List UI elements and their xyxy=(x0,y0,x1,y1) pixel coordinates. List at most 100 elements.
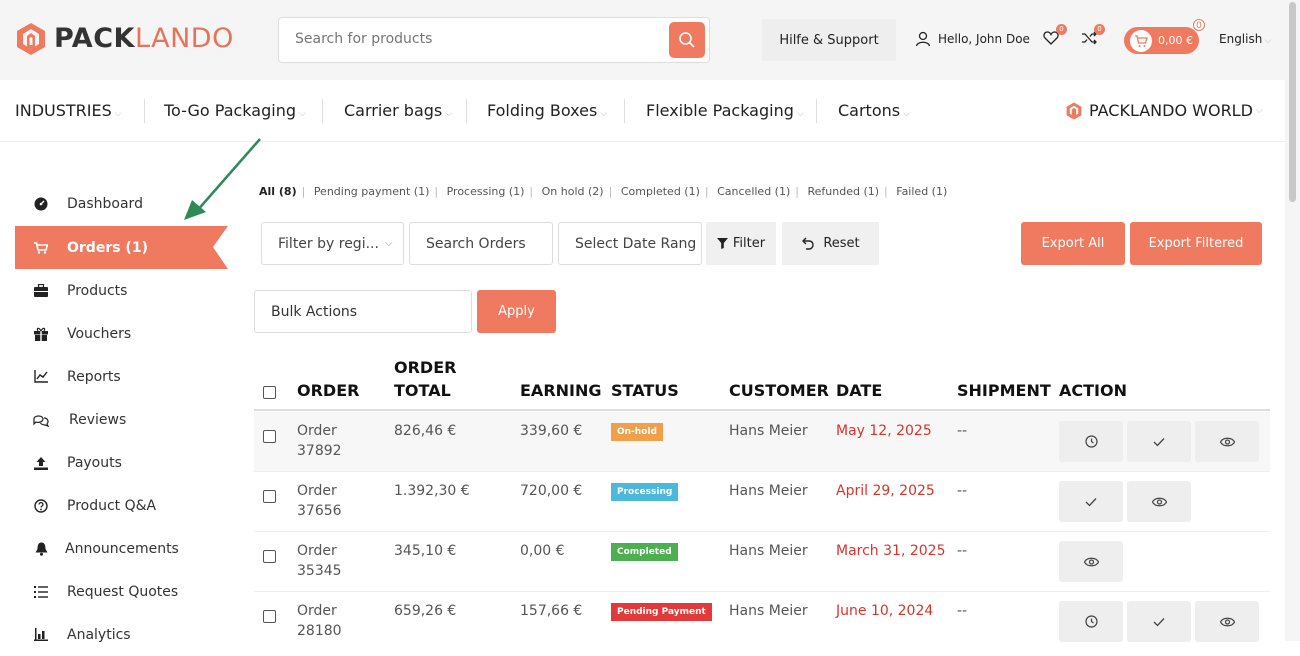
status-filter-refunded[interactable]: Refunded (1) xyxy=(807,185,880,198)
sidebar-item-payouts[interactable]: Payouts xyxy=(15,441,228,484)
view-action-button[interactable] xyxy=(1195,421,1259,462)
language-selector[interactable]: English ⌵ xyxy=(1219,32,1272,46)
status-filter-completed[interactable]: Completed (1) xyxy=(620,185,700,198)
row-checkbox[interactable] xyxy=(263,490,276,503)
logo-mark-icon xyxy=(17,23,45,55)
status-filter-pending[interactable]: Pending payment (1) xyxy=(313,185,430,198)
search-icon xyxy=(679,32,695,48)
order-customer: Hans Meier xyxy=(729,483,808,499)
dashboard-icon xyxy=(33,196,49,212)
status-badge: Processing xyxy=(611,483,679,501)
chevron-down-icon: ⌵ xyxy=(796,109,804,119)
order-shipment: -- xyxy=(957,603,968,619)
order-number[interactable]: Order 28180 xyxy=(297,603,342,639)
cart-button[interactable]: 0,00 € 0 xyxy=(1124,19,1205,54)
sidebar-item-products[interactable]: Products xyxy=(15,269,228,312)
status-filter-failed[interactable]: Failed (1) xyxy=(896,185,948,198)
view-action-button[interactable] xyxy=(1127,481,1191,522)
status-filter-processing[interactable]: Processing (1) xyxy=(446,185,525,198)
shuffle-icon xyxy=(1082,31,1097,45)
table-row: Order 28180 659,26 € 157,66 € Pending Pay… xyxy=(254,592,1270,642)
list-icon xyxy=(33,584,49,600)
complete-action-button[interactable] xyxy=(1059,481,1123,522)
order-shipment: -- xyxy=(957,423,968,439)
search-input[interactable] xyxy=(295,31,655,47)
status-filter-all[interactable]: All (8) xyxy=(259,185,297,198)
sidebar-item-orders[interactable]: Orders (1) xyxy=(15,226,228,269)
order-number[interactable]: Order 37656 xyxy=(297,483,342,519)
nav-carrier-bags[interactable]: Carrier bags ⌵ xyxy=(344,101,453,120)
wishlist-button[interactable]: 0 xyxy=(1043,24,1067,50)
search-orders-input[interactable]: Search Orders xyxy=(409,222,553,265)
region-filter-select[interactable]: Filter by regi... ⌵ xyxy=(261,222,404,265)
sidebar-item-label: Reviews xyxy=(69,411,127,428)
sidebar-item-dashboard[interactable]: Dashboard xyxy=(15,182,228,225)
table-row: Order 35345 345,10 € 0,00 € Completed Han… xyxy=(254,532,1270,592)
view-action-button[interactable] xyxy=(1195,601,1259,642)
col-header-action: ACTION xyxy=(1059,381,1127,400)
page-scrollbar[interactable] xyxy=(1285,0,1300,641)
bulk-actions-label: Bulk Actions xyxy=(271,303,358,320)
status-filter-on-hold[interactable]: On hold (2) xyxy=(541,185,604,198)
search-button[interactable] xyxy=(669,22,705,58)
date-range-placeholder: Select Date Rang xyxy=(575,235,697,252)
col-header-order-total-line1: ORDER xyxy=(394,358,457,377)
nav-industries[interactable]: INDUSTRIES ⌵ xyxy=(15,101,122,120)
user-account-link[interactable]: Hello, John Doe xyxy=(915,31,1030,47)
order-date: May 12, 2025 xyxy=(836,423,932,439)
logo[interactable]: PACKLANDO xyxy=(16,22,234,56)
status-filter-cancelled[interactable]: Cancelled (1) xyxy=(717,185,791,198)
undo-icon xyxy=(802,237,815,250)
cart-total: 0,00 € xyxy=(1158,34,1193,47)
clock-icon xyxy=(1084,435,1098,448)
nav-cartons[interactable]: Cartons ⌵ xyxy=(838,101,910,120)
view-action-button[interactable] xyxy=(1059,541,1123,582)
chevron-down-icon: ⌵ xyxy=(299,109,306,119)
sidebar-item-announcements[interactable]: Announcements xyxy=(15,527,228,570)
col-header-customer: CUSTOMER xyxy=(729,381,829,400)
gift-icon xyxy=(33,326,49,342)
row-checkbox[interactable] xyxy=(263,550,276,563)
on-hold-action-button[interactable] xyxy=(1059,421,1123,462)
complete-action-button[interactable] xyxy=(1127,601,1191,642)
sidebar-item-request-quotes[interactable]: Request Quotes xyxy=(15,570,228,613)
line-chart-icon xyxy=(33,369,49,385)
sidebar-item-reviews[interactable]: Reviews xyxy=(15,398,228,441)
product-search xyxy=(278,17,710,63)
nav-flexible-packaging[interactable]: Flexible Packaging ⌵ xyxy=(646,101,804,120)
sidebar-item-vouchers[interactable]: Vouchers xyxy=(15,312,228,355)
filter-button[interactable]: Filter xyxy=(706,222,776,265)
on-hold-action-button[interactable] xyxy=(1059,601,1123,642)
eye-icon xyxy=(1083,557,1099,566)
category-nav: INDUSTRIES ⌵ To-Go Packaging ⌵ Carrier bag… xyxy=(0,80,1285,142)
date-range-input[interactable]: Select Date Rang xyxy=(558,222,702,265)
row-checkbox[interactable] xyxy=(263,430,276,443)
sidebar-item-product-qa[interactable]: Product Q&A xyxy=(15,484,228,527)
nav-folding-boxes[interactable]: Folding Boxes ⌵ xyxy=(487,101,608,120)
order-number[interactable]: Order 35345 xyxy=(297,543,342,579)
row-checkbox[interactable] xyxy=(263,610,276,623)
scrollbar-thumb[interactable] xyxy=(1289,2,1296,202)
compare-button[interactable]: 0 xyxy=(1081,24,1105,50)
export-all-button[interactable]: Export All xyxy=(1021,222,1125,265)
chevron-down-icon: ⌵ xyxy=(445,109,453,119)
funnel-icon xyxy=(716,238,728,249)
sidebar-item-label: Request Quotes xyxy=(67,583,179,600)
nav-to-go-packaging[interactable]: To-Go Packaging ⌵ xyxy=(164,101,306,120)
logo-text: PACKLANDO xyxy=(54,23,234,54)
user-greeting: Hello, John Doe xyxy=(938,32,1030,46)
select-all-checkbox[interactable] xyxy=(263,386,276,399)
apply-button[interactable]: Apply xyxy=(477,290,556,333)
complete-action-button[interactable] xyxy=(1127,421,1191,462)
sidebar-item-reports[interactable]: Reports xyxy=(15,355,228,398)
check-icon xyxy=(1153,617,1165,626)
upload-icon xyxy=(33,455,49,471)
order-number[interactable]: Order 37892 xyxy=(297,423,342,459)
order-total: 1.392,30 € xyxy=(394,483,470,499)
help-support-button[interactable]: Hilfe & Support xyxy=(762,19,896,61)
export-filtered-button[interactable]: Export Filtered xyxy=(1130,222,1262,265)
nav-packlando-world[interactable]: PACKLANDO WORLD ⌵ xyxy=(1066,101,1263,120)
bulk-actions-select[interactable]: Bulk Actions xyxy=(254,290,472,333)
sidebar-item-analytics[interactable]: Analytics xyxy=(15,613,228,656)
reset-button[interactable]: Reset xyxy=(782,222,879,265)
